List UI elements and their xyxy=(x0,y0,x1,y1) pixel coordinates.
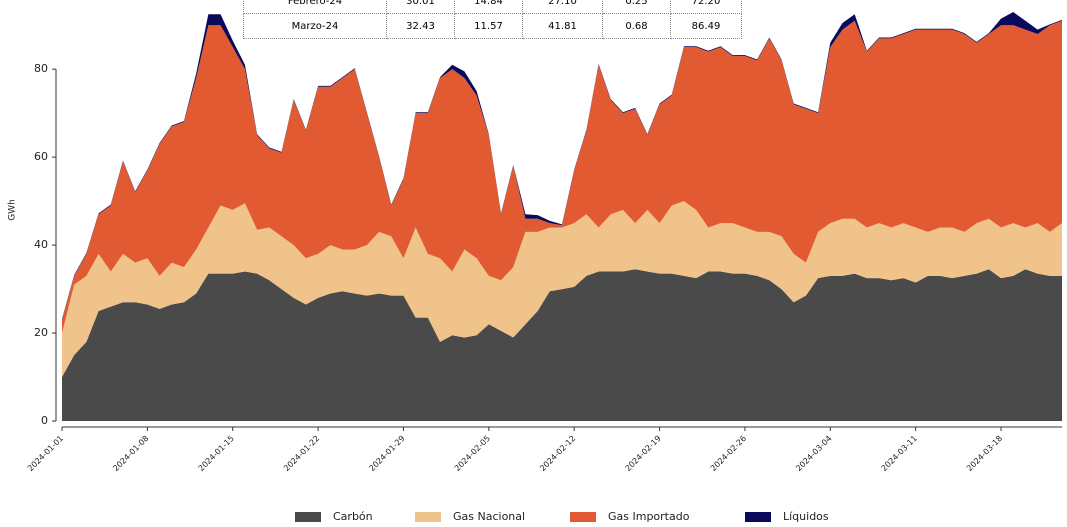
table-row: Febrero-24 30.01 14.84 27.10 0.25 72.20 xyxy=(243,0,742,14)
table-row: Marzo-24 32.43 11.57 41.81 0.68 86.49 xyxy=(243,13,742,39)
x-tick-label: 2024-01-15 xyxy=(197,434,236,473)
x-tick-label: 2024-01-29 xyxy=(367,434,406,473)
legend-label: Líquidos xyxy=(783,510,829,523)
table-cell: 86.49 xyxy=(670,13,742,39)
legend-swatch xyxy=(745,512,771,522)
area xyxy=(62,269,1062,421)
x-tick-label: 2024-03-18 xyxy=(965,434,1004,473)
summary-table: Febrero-24 30.01 14.84 27.10 0.25 72.20 Marzo-… xyxy=(243,0,742,39)
area xyxy=(62,201,1062,378)
y-tick-label: 80 xyxy=(34,62,48,75)
legend-swatch xyxy=(415,512,441,522)
x-tick-label: 2024-02-19 xyxy=(623,434,662,473)
legend-label: Carbón xyxy=(333,510,373,523)
x-tick-label: 2024-02-05 xyxy=(453,434,492,473)
table-cell: Febrero-24 xyxy=(243,0,387,14)
area xyxy=(62,20,1062,334)
table-cell: 32.43 xyxy=(386,13,455,39)
x-tick-label: 2024-01-01 xyxy=(26,434,65,473)
table-cell: 27.10 xyxy=(522,0,603,14)
x-tick-label: 2024-01-22 xyxy=(282,434,321,473)
x-tick-label: 2024-02-12 xyxy=(538,434,577,473)
y-tick-label: 20 xyxy=(34,326,48,339)
table-cell: 14.84 xyxy=(454,0,523,14)
table-cell: 11.57 xyxy=(454,13,523,39)
y-tick-label: 60 xyxy=(34,150,48,163)
legend-label: Gas Importado xyxy=(608,510,690,523)
table-cell: 30.01 xyxy=(386,0,455,14)
table-cell: 0.25 xyxy=(602,0,671,14)
x-tick-label: 2024-03-11 xyxy=(880,434,919,473)
legend-label: Gas Nacional xyxy=(453,510,525,523)
table-cell: 72.20 xyxy=(670,0,742,14)
y-tick-label: 0 xyxy=(41,414,48,427)
legend-swatch xyxy=(295,512,321,522)
x-tick-label: 2024-01-08 xyxy=(111,434,150,473)
x-tick-label: 2024-02-26 xyxy=(709,434,748,473)
table-cell: 41.81 xyxy=(522,13,603,39)
legend-swatch xyxy=(570,512,596,522)
table-cell: Marzo-24 xyxy=(243,13,387,39)
table-cell: 0.68 xyxy=(602,13,671,39)
y-axis-label: GWh xyxy=(8,199,18,221)
x-tick-label: 2024-03-04 xyxy=(794,434,833,473)
y-tick-label: 40 xyxy=(34,238,48,251)
